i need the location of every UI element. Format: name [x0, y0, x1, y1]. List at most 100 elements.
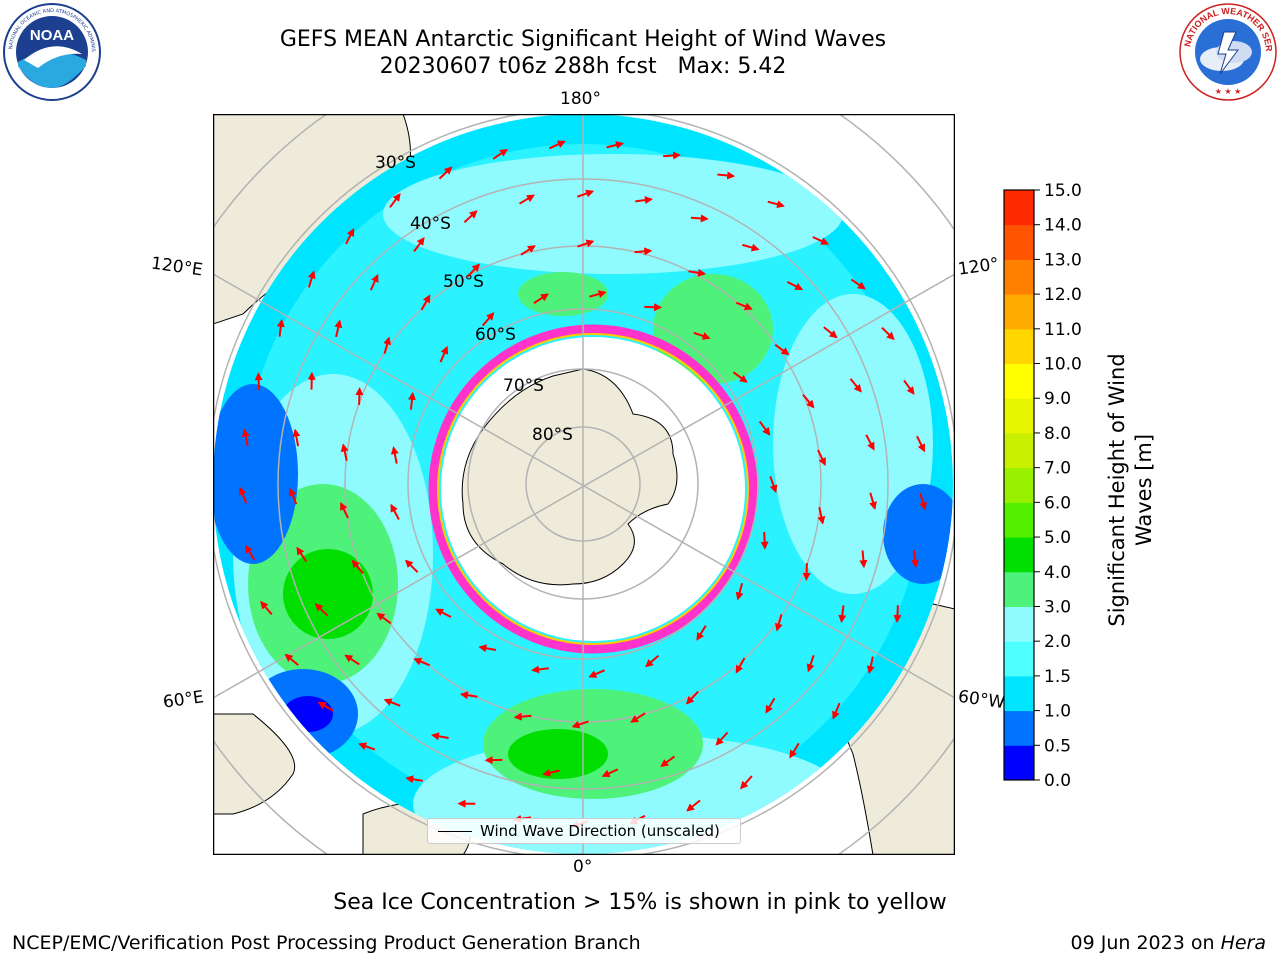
wave-direction-arrow — [533, 293, 549, 304]
lat-label-30s: 30°S — [375, 153, 416, 173]
wave-direction-arrow — [630, 712, 646, 723]
wave-direction-arrow — [481, 312, 495, 327]
wave-direction-arrow — [245, 544, 256, 561]
wave-direction-arrow — [314, 603, 329, 617]
wave-direction-arrow — [903, 379, 915, 395]
legend-line-swatch — [438, 830, 472, 832]
wave-direction-arrow — [254, 372, 263, 391]
wave-direction-arrow — [589, 290, 607, 298]
wave-direction-arrow — [588, 669, 606, 678]
colorbar-tick-label: 7.0 — [1044, 459, 1071, 479]
wave-direction-arrow — [438, 166, 453, 180]
wave-direction-arrow — [369, 273, 379, 291]
wave-direction-arrow — [644, 303, 663, 312]
colorbar-block — [1004, 745, 1034, 781]
wave-direction-arrow — [601, 768, 619, 778]
lat-label-50s: 50°S — [443, 272, 484, 292]
wave-direction-arrow — [817, 449, 826, 467]
wave-direction-arrow — [413, 657, 431, 667]
wave-direction-arrow — [742, 243, 760, 252]
wave-direction-arrow — [765, 697, 776, 714]
noaa-logo: NOAA NATIONAL OCEANIC AND ATMOSPHERIC AD… — [2, 2, 101, 101]
wave-direction-arrow — [823, 326, 838, 339]
ocean-mid-north — [383, 154, 843, 274]
colorbar-block — [1004, 606, 1034, 642]
colorbar-title-line1: Significant Height of Wind — [1105, 353, 1129, 626]
colorbar-block — [1004, 328, 1034, 365]
colorbar-block — [1004, 571, 1034, 607]
colorbar-tick-label: 8.0 — [1044, 424, 1071, 444]
colorbar-block — [1004, 294, 1034, 330]
lat-label-80s: 80°S — [532, 425, 573, 445]
colorbar-tick-label: 12.0 — [1044, 285, 1082, 305]
colorbar-tick-label: 11.0 — [1044, 320, 1082, 340]
colorbar-block — [1004, 259, 1034, 295]
ocean-high-n — [518, 272, 608, 316]
wave-direction-arrow — [376, 612, 392, 625]
wave-direction-arrow — [786, 281, 804, 291]
wave-height-map: 30°S 40°S 50°S 60°S 70°S 80°S — [213, 114, 955, 855]
colorbar-block — [1004, 502, 1034, 538]
wave-direction-arrow — [478, 644, 497, 653]
wave-direction-arrow — [715, 731, 729, 746]
map-legend: Wind Wave Direction (unscaled) — [427, 818, 741, 844]
wave-direction-arrow — [518, 194, 535, 205]
wave-direction-arrow — [769, 476, 778, 494]
run-host: Hera — [1220, 932, 1266, 954]
wave-direction-arrow — [542, 768, 560, 777]
wave-direction-arrow — [690, 214, 709, 223]
run-date: 09 Jun 2023 on Hera — [1071, 932, 1266, 954]
wave-direction-arrow — [513, 712, 532, 721]
colorbar: 0.0 0.5 1.0 1.5 2.0 3.0 4.0 5.0 6.0 7.0 8.0 9.0 10.0… — [1003, 181, 1082, 790]
wave-direction-arrow — [696, 625, 707, 641]
wave-direction-arrow — [492, 148, 509, 160]
wave-direction-arrow — [420, 294, 431, 311]
colorbar-block — [1004, 467, 1034, 503]
africa-land — [213, 713, 296, 815]
wave-direction-arrow — [802, 394, 815, 409]
wave-direction-arrow — [717, 171, 736, 180]
wave-direction-arrow — [635, 196, 653, 205]
svg-text:★ ★ ★: ★ ★ ★ — [1215, 87, 1242, 96]
lon-label-0: 0° — [573, 857, 593, 877]
wave-direction-arrow — [865, 434, 875, 451]
colorbar-tick-label: 10.0 — [1044, 355, 1082, 375]
wave-direction-arrow — [774, 614, 783, 632]
wave-direction-arrow — [911, 550, 919, 568]
wave-direction-arrow — [645, 654, 660, 668]
wave-direction-arrow — [881, 326, 895, 341]
wave-direction-arrow — [606, 141, 624, 149]
wave-direction-arrow — [531, 665, 549, 674]
colorbar-tick-label: 1.5 — [1044, 667, 1071, 687]
lon-label-120w: 120° — [956, 254, 1001, 280]
lat-label-60s: 60°S — [475, 325, 516, 345]
wave-direction-arrow — [358, 742, 376, 751]
producer-credit: NCEP/EMC/Verification Post Processing Pr… — [12, 932, 641, 954]
wave-direction-arrow — [735, 301, 753, 311]
wave-direction-arrow — [435, 608, 452, 618]
wave-direction-arrow — [260, 600, 273, 616]
wave-direction-arrow — [806, 654, 815, 673]
chart-title: GEFS MEAN Antarctic Significant Height o… — [279, 27, 887, 52]
sea-ice-edge — [428, 324, 758, 654]
colorbar-block — [1004, 537, 1034, 573]
wave-direction-arrow — [758, 420, 771, 436]
wave-direction-arrow — [732, 371, 748, 383]
ocean-low-e — [883, 484, 953, 584]
wave-direction-arrow — [663, 151, 681, 160]
wave-direction-arrow — [817, 506, 826, 525]
nws-logo: NATIONAL WEATHER SERVICE ★ ★ ★ — [1178, 2, 1277, 101]
colorbar-tick-label: 3.0 — [1044, 597, 1071, 617]
wave-direction-arrow — [334, 319, 343, 338]
wave-direction-arrow — [307, 270, 316, 288]
wave-direction-arrow — [238, 486, 248, 504]
colorbar-block — [1004, 224, 1034, 260]
antarctica-land — [461, 368, 678, 586]
colorbar-block — [1004, 363, 1034, 399]
wave-direction-arrow — [916, 435, 926, 453]
svg-text:NOAA: NOAA — [30, 27, 74, 44]
wave-direction-arrow — [355, 387, 364, 405]
wave-direction-arrow — [774, 343, 790, 356]
wave-direction-arrow — [351, 559, 364, 574]
wave-direction-arrow — [693, 331, 711, 340]
